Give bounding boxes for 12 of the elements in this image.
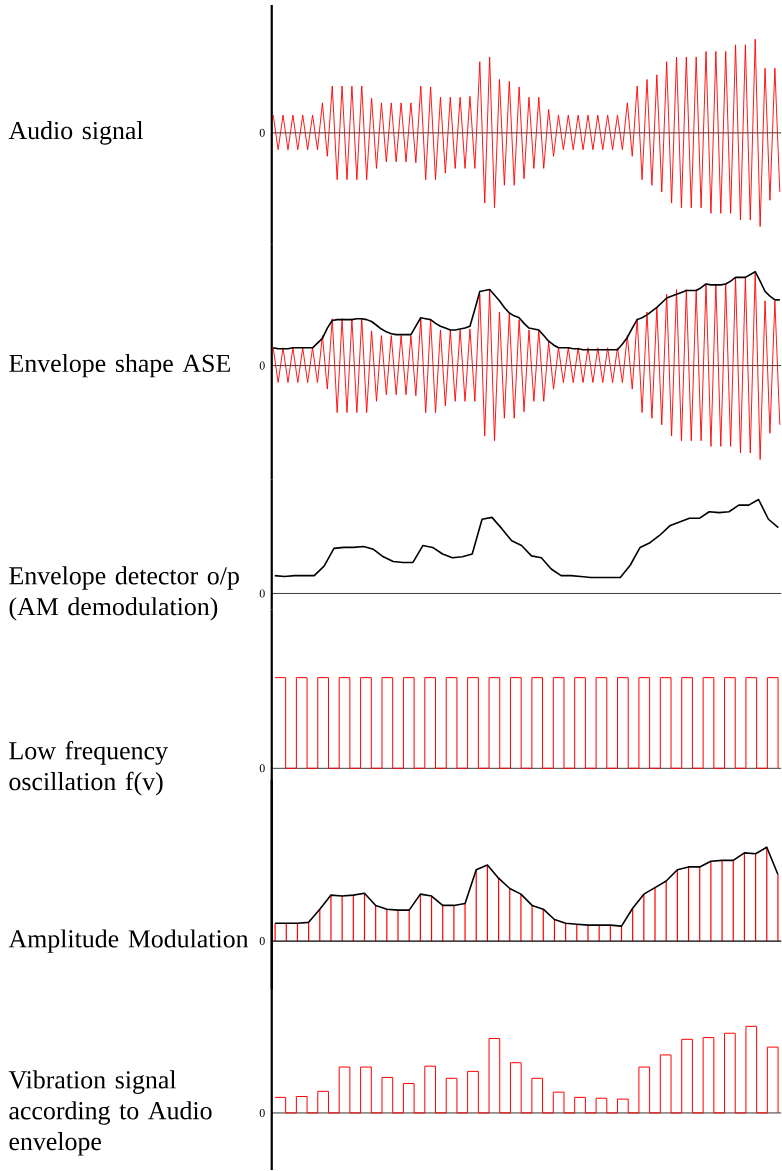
y-axis-title: Audio signal	[8, 121, 144, 145]
text: 0	[259, 361, 265, 370]
y-axis-title: Vibration signal according to Audio envelope	[8, 1070, 212, 1156]
y-axis-title: Low frequency oscillation f(v)	[9, 740, 169, 796]
text: 0	[259, 128, 265, 137]
text: 0	[259, 764, 265, 773]
y-axis-title: Envelope detector o/p (AM demodulation)	[9, 566, 240, 621]
y-axis-title: Envelope shape ASE	[9, 353, 231, 378]
text: 0	[259, 937, 265, 946]
text: 0	[259, 1108, 265, 1117]
y-axis-title: Amplitude Modulation	[8, 929, 249, 953]
text: 0	[259, 589, 265, 598]
